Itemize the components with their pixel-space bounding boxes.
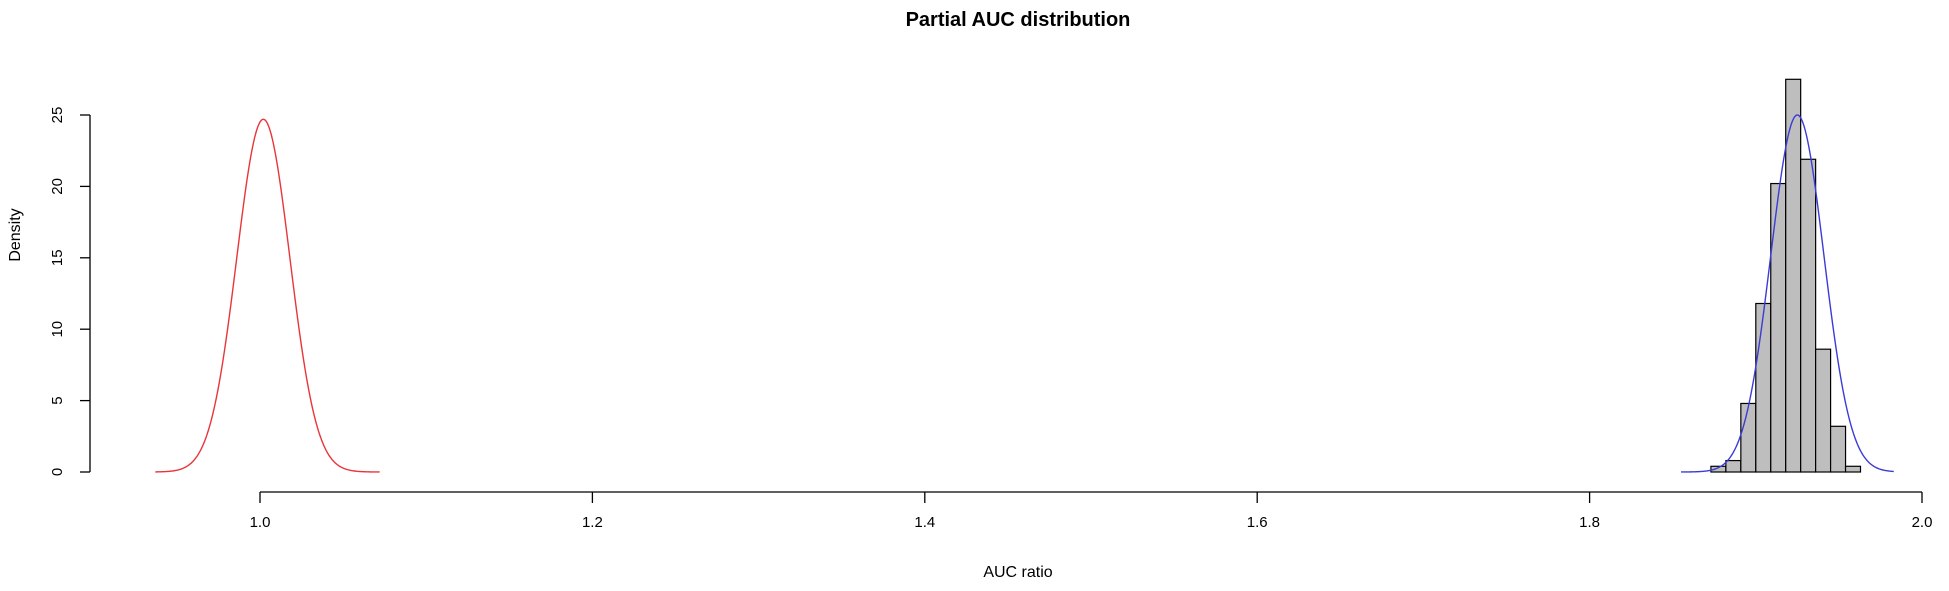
density-curve-blue xyxy=(1681,114,1894,473)
x-tick-label: 1.4 xyxy=(914,514,935,531)
y-axis: 0 5 10 15 20 25 xyxy=(49,107,91,476)
x-tick-label: 1.0 xyxy=(250,514,271,531)
x-tick-label: 1.6 xyxy=(1247,514,1268,531)
y-axis-label: Density xyxy=(7,208,24,261)
histogram-bar xyxy=(1770,182,1787,473)
y-tick-label: 20 xyxy=(49,178,66,195)
density-curve-red xyxy=(155,118,380,473)
y-tick-label: 10 xyxy=(49,321,66,338)
histogram-bar xyxy=(1844,465,1862,473)
y-tick-label: 15 xyxy=(49,249,66,266)
y-tick-label: 25 xyxy=(49,107,66,124)
histogram-bar xyxy=(1800,158,1817,473)
plot-area: 1.0 1.2 1.4 1.6 1.8 2.0 0 5 10 15 20 25 xyxy=(49,78,1933,531)
histogram-bar xyxy=(1829,425,1847,473)
x-tick-label: 2.0 xyxy=(1912,514,1933,531)
y-tick-label: 5 xyxy=(49,396,66,404)
x-axis: 1.0 1.2 1.4 1.6 1.8 2.0 xyxy=(250,491,1933,531)
histogram-bar xyxy=(1740,402,1757,473)
chart-title: Partial AUC distribution xyxy=(906,9,1131,31)
histogram-bar xyxy=(1755,302,1772,473)
y-tick-label: 0 xyxy=(49,468,66,476)
histogram-bars xyxy=(1710,78,1862,473)
x-tick-label: 1.2 xyxy=(582,514,603,531)
x-axis-label: AUC ratio xyxy=(983,564,1052,581)
histogram-bar xyxy=(1815,348,1832,473)
x-tick-label: 1.8 xyxy=(1579,514,1600,531)
histogram-bar xyxy=(1725,459,1742,473)
